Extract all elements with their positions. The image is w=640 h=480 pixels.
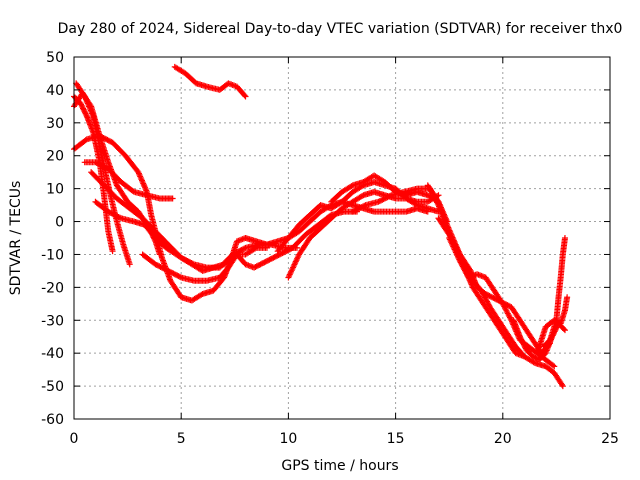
x-tick-label: 20 <box>494 431 512 447</box>
data-point <box>551 329 558 336</box>
data-point <box>83 111 90 118</box>
y-tick-label: -30 <box>41 313 64 329</box>
x-tick-label: 25 <box>601 431 619 447</box>
data-point <box>116 214 123 221</box>
data-point <box>241 92 248 99</box>
data-point <box>80 105 87 112</box>
data-point <box>434 197 441 204</box>
series-track-18 <box>540 235 568 350</box>
data-point <box>550 362 557 369</box>
series-track-20 <box>510 317 568 363</box>
data-point <box>242 93 249 100</box>
data-point <box>507 315 514 322</box>
data-point <box>169 195 176 202</box>
y-tick-label: 50 <box>46 50 64 66</box>
x-tick-label: 10 <box>279 431 297 447</box>
data-point <box>78 102 85 109</box>
data-point <box>551 363 558 370</box>
data-point <box>561 235 568 241</box>
data-point <box>87 102 94 109</box>
data-point <box>553 324 560 331</box>
data-point <box>558 381 565 388</box>
data-point <box>81 107 88 114</box>
data-point <box>560 326 567 333</box>
data-point <box>82 110 89 117</box>
data-point <box>348 183 355 190</box>
data-point <box>521 342 528 349</box>
data-point <box>109 248 116 255</box>
data-point <box>387 192 394 199</box>
y-tick-label: -50 <box>41 379 64 395</box>
x-tick-label: 5 <box>177 431 186 447</box>
data-point <box>80 106 87 113</box>
data-point <box>559 383 566 390</box>
data-point <box>78 101 85 108</box>
data-point <box>517 335 524 342</box>
data-point <box>552 327 559 334</box>
data-point <box>176 273 183 280</box>
data-point <box>549 332 556 339</box>
data-point <box>361 202 368 209</box>
y-tick-label: 40 <box>46 83 64 99</box>
y-tick-label: 10 <box>46 182 64 198</box>
y-tick-label: -60 <box>41 412 64 428</box>
data-point <box>518 336 525 343</box>
data-point <box>530 359 537 366</box>
y-tick-label: -10 <box>41 247 64 263</box>
data-point <box>189 260 196 267</box>
data-point <box>551 328 558 335</box>
data-point <box>549 333 556 340</box>
plot-frame <box>73 56 611 420</box>
data-point <box>359 193 366 200</box>
chart-title: Day 280 of 2024, Sidereal Day-to-day VTE… <box>58 21 623 37</box>
data-point <box>241 245 248 252</box>
data-point <box>550 331 557 338</box>
y-tick-label: 30 <box>46 116 64 132</box>
data-point <box>522 344 529 351</box>
x-tick-label: 0 <box>70 431 79 447</box>
data-point <box>466 266 473 273</box>
data-point <box>564 294 571 301</box>
data-series <box>71 63 571 390</box>
y-tick-label: -40 <box>41 346 64 362</box>
data-point <box>79 104 86 111</box>
data-point <box>126 261 133 268</box>
series-track-5 <box>81 159 176 202</box>
data-point <box>77 100 84 107</box>
data-point <box>81 109 88 116</box>
y-axis-ticks: -60 -50 -40 -30 -20 -10 0 10 20 30 40 50 <box>41 50 610 428</box>
data-point <box>520 340 527 347</box>
y-tick-label: -20 <box>41 280 64 296</box>
x-axis-label: GPS time / hours <box>281 458 398 474</box>
series-track-9 <box>171 63 249 100</box>
data-point <box>516 333 523 340</box>
series-track-1 <box>71 93 116 255</box>
x-axis-ticks: 0 5 10 15 20 25 <box>70 57 619 447</box>
data-point <box>518 337 525 344</box>
y-tick-label: 0 <box>55 215 64 231</box>
data-point <box>198 291 205 298</box>
data-point <box>520 341 527 348</box>
data-point <box>519 338 526 345</box>
y-axis-label: SDTVAR / TECUs <box>8 181 24 296</box>
data-point <box>561 327 568 334</box>
y-tick-label: 20 <box>46 149 64 165</box>
data-point <box>552 325 559 332</box>
x-tick-label: 15 <box>387 431 405 447</box>
